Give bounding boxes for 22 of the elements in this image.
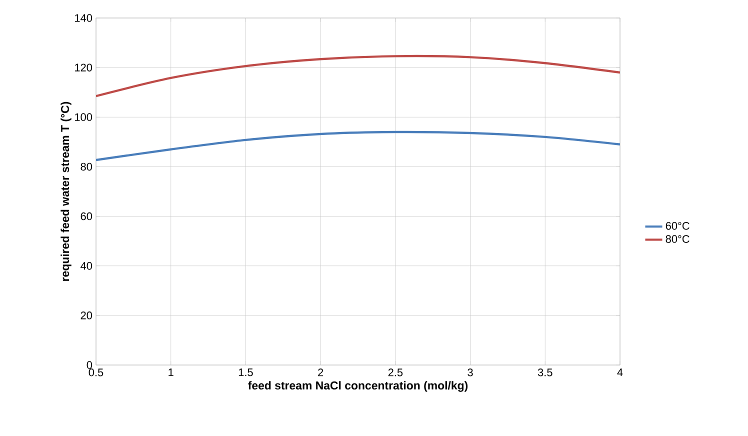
line-series [96, 130, 620, 162]
x-tick-label: 2 [318, 368, 324, 376]
y-tick-label: 0 [86, 361, 92, 369]
x-tick-label: 2.5 [388, 368, 403, 376]
x-tick-label: 1.5 [238, 368, 253, 376]
legend-label: 60°C [666, 222, 690, 230]
y-tick-label: 40 [80, 262, 92, 270]
y-tick-label: 120 [75, 64, 92, 72]
y-tick-label: 80 [80, 162, 92, 171]
x-tick-label: 3 [468, 368, 473, 376]
x-tick-label: 0.5 [88, 368, 104, 376]
y-tick-label: 140 [75, 14, 92, 22]
y-axis-title: required feed water stream T (°C) [60, 102, 72, 281]
x-tick-label: 1 [168, 368, 174, 376]
y-tick-label: 100 [75, 113, 92, 122]
legend-label: 80°C [666, 235, 690, 243]
y-tick-label: 20 [80, 312, 92, 320]
x-axis-title: feed stream NaCl concentration (mol/kg) [248, 381, 468, 392]
x-tick-label: 4 [617, 368, 623, 376]
x-tick-label: 3.5 [538, 368, 552, 376]
y-tick-label: 60 [80, 212, 92, 220]
line-series [96, 54, 620, 98]
